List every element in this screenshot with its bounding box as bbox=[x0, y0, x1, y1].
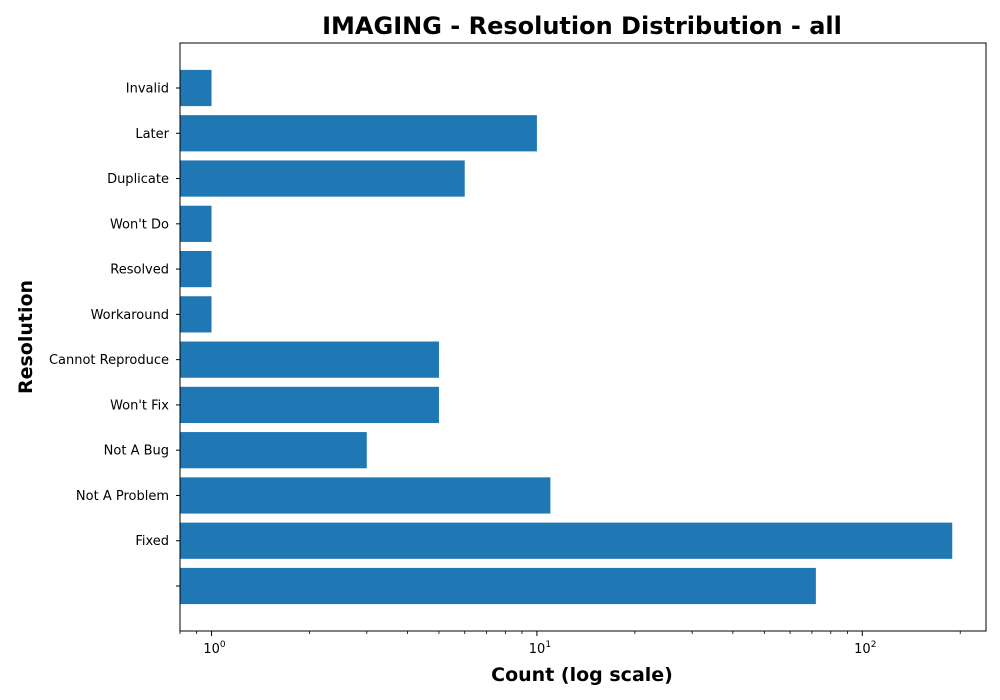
y-axis-ticks: Fixed Not A Problem Not A Bug Won't Fix Cann… bbox=[49, 82, 180, 587]
y-tick-label: Fixed bbox=[135, 534, 169, 549]
bar-later bbox=[180, 115, 537, 152]
bar-not-a-bug bbox=[180, 432, 367, 469]
x-tick-base: 10 bbox=[854, 642, 871, 657]
bar-resolved bbox=[180, 250, 212, 288]
y-tick-label: Cannot Reproduce bbox=[49, 353, 169, 368]
y-axis-label: Resolution bbox=[15, 280, 37, 394]
x-tick-label: 101 bbox=[529, 640, 551, 657]
x-tick-exponent: 1 bbox=[545, 640, 551, 650]
x-tick-exponent: 0 bbox=[220, 640, 226, 650]
bar-duplicate bbox=[180, 160, 465, 197]
bar-workaround bbox=[180, 296, 212, 333]
bars-layer bbox=[180, 69, 953, 605]
y-tick-label: Workaround bbox=[91, 308, 169, 323]
bar-cannot-reproduce bbox=[180, 341, 439, 378]
bar-blank bbox=[180, 567, 816, 605]
x-tick-base: 10 bbox=[203, 642, 220, 657]
bar-fixed bbox=[180, 522, 953, 559]
x-tick-label: 102 bbox=[854, 640, 876, 657]
y-tick-label: Later bbox=[135, 127, 169, 142]
y-tick-label: Duplicate bbox=[107, 172, 169, 187]
y-tick-label: Won't Fix bbox=[110, 398, 169, 413]
x-axis-ticks: 100 101 102 bbox=[179, 631, 961, 657]
y-tick-label: Resolved bbox=[110, 263, 169, 278]
x-axis-label: Count (log scale) bbox=[491, 664, 673, 686]
y-tick-label: Not A Problem bbox=[76, 489, 169, 504]
chart-title: IMAGING - Resolution Distribution - all bbox=[322, 12, 842, 40]
bar-invalid bbox=[180, 69, 212, 107]
y-tick-label: Not A Bug bbox=[104, 444, 169, 459]
y-tick-label: Won't Do bbox=[110, 217, 169, 232]
plot-frame bbox=[179, 42, 987, 632]
x-tick-exponent: 2 bbox=[871, 640, 877, 650]
bar-won-t-fix bbox=[180, 386, 439, 424]
bar-not-a-problem bbox=[180, 477, 551, 514]
x-tick-base: 10 bbox=[529, 642, 546, 657]
x-tick-label: 100 bbox=[203, 640, 226, 657]
y-tick-label: Invalid bbox=[126, 82, 169, 97]
bar-won-t-do bbox=[180, 205, 212, 242]
